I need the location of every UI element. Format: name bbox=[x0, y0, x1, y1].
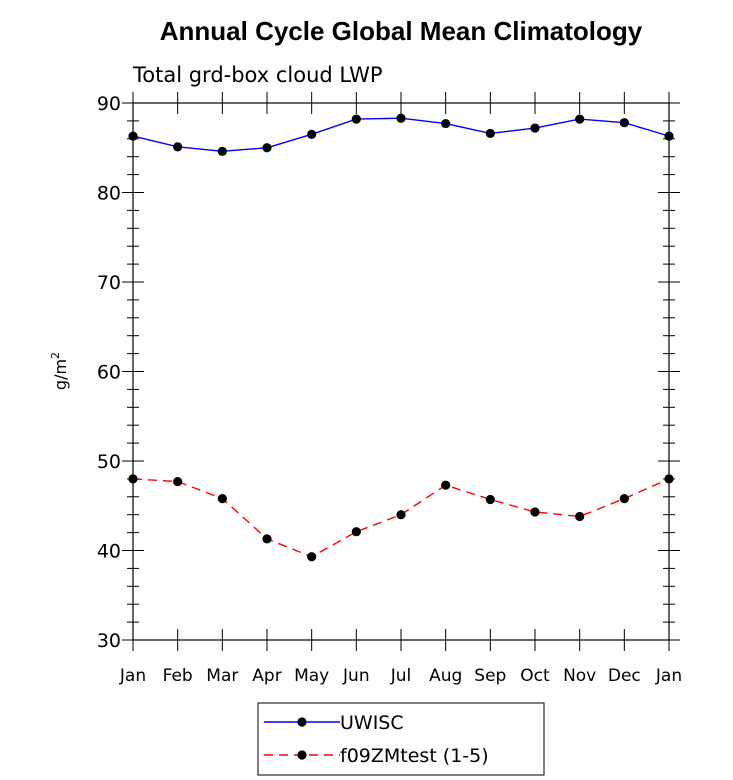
data-point bbox=[619, 118, 629, 128]
y-tick-label: 40 bbox=[97, 541, 121, 563]
data-point bbox=[619, 493, 629, 504]
data-point bbox=[307, 552, 317, 562]
x-tick-label: Jan bbox=[119, 666, 146, 686]
x-tick-label: Jan bbox=[655, 666, 682, 686]
series-line bbox=[132, 117, 670, 153]
legend-swatch-marker bbox=[297, 750, 307, 760]
data-point bbox=[128, 131, 138, 141]
y-tick-label: 90 bbox=[97, 93, 121, 115]
x-tick-label: Jun bbox=[342, 666, 370, 686]
data-point bbox=[262, 143, 272, 153]
data-point bbox=[664, 131, 674, 141]
x-tick-label: Sep bbox=[474, 666, 506, 686]
data-point bbox=[396, 113, 406, 123]
data-point bbox=[485, 128, 495, 139]
x-tick-label: Feb bbox=[163, 666, 193, 686]
chart-title: Annual Cycle Global Mean Climatology bbox=[160, 16, 643, 46]
legend-box bbox=[257, 702, 545, 776]
x-tick-label: Dec bbox=[608, 666, 641, 686]
legend: UWISC f09ZMtest (1-5) bbox=[257, 702, 545, 776]
data-point bbox=[217, 146, 227, 156]
data-point bbox=[396, 510, 406, 520]
data-point bbox=[173, 142, 183, 152]
y-tick-label: 30 bbox=[97, 630, 121, 652]
data-point bbox=[441, 480, 451, 490]
data-point bbox=[664, 474, 674, 484]
x-tick-label: Apr bbox=[252, 666, 281, 686]
legend-entry-label: f09ZMtest (1-5) bbox=[340, 745, 489, 767]
data-point bbox=[575, 114, 585, 124]
x-tick-label: Oct bbox=[520, 666, 550, 686]
data-point bbox=[575, 511, 585, 522]
y-axis-label-superscript: 2 bbox=[49, 352, 62, 359]
data-point bbox=[530, 507, 540, 517]
y-tick-label: 80 bbox=[97, 183, 121, 205]
data-point bbox=[128, 474, 138, 484]
y-axis-label-text: g/m bbox=[51, 359, 70, 390]
data-point bbox=[441, 118, 451, 129]
y-axis-label: g/m2 bbox=[49, 352, 70, 390]
plot-area: 30 40 50 60 70 80 90 Jan Feb Mar Apr May Jun Jul Aug Se… bbox=[97, 92, 682, 686]
y-tick-label: 50 bbox=[97, 451, 121, 473]
plot-frame bbox=[132, 102, 670, 641]
data-point bbox=[173, 476, 183, 487]
data-point bbox=[307, 129, 317, 139]
x-tick-label: Jul bbox=[390, 666, 412, 686]
y-tick-label: 60 bbox=[97, 362, 121, 384]
legend-swatch-marker bbox=[297, 717, 307, 727]
x-tick-label: May bbox=[294, 666, 329, 686]
y-tick-label: 70 bbox=[97, 272, 121, 294]
data-point bbox=[530, 123, 540, 133]
data-point bbox=[351, 114, 361, 124]
chart-subtitle: Total grd-box cloud LWP bbox=[132, 63, 383, 87]
legend-entry-label: UWISC bbox=[340, 712, 404, 734]
data-point bbox=[262, 534, 272, 544]
data-point bbox=[485, 494, 495, 505]
x-tick-label: Aug bbox=[429, 666, 462, 686]
x-tick-label: Nov bbox=[563, 666, 596, 686]
data-point bbox=[217, 493, 227, 504]
data-point bbox=[351, 527, 361, 537]
x-tick-label: Mar bbox=[206, 666, 238, 686]
